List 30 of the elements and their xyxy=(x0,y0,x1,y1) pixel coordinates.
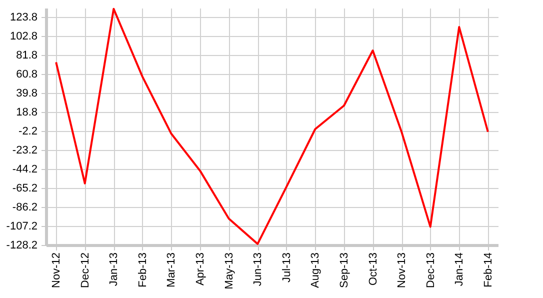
x-tick-label: Oct-13 xyxy=(367,252,380,286)
y-tick-label: 18.8 xyxy=(16,106,38,119)
y-tick-label: 39.8 xyxy=(16,88,38,100)
x-tick-label: Apr-13 xyxy=(194,252,207,286)
y-tick-label: -128.2 xyxy=(6,240,38,252)
x-tick-label: Feb-14 xyxy=(482,252,494,288)
x-tick-label: Jan-13 xyxy=(108,252,120,286)
y-tick-label: -44.2 xyxy=(12,164,38,176)
y-tick-label: -86.2 xyxy=(12,202,38,214)
y-tick-label: -65.2 xyxy=(12,182,38,195)
y-tick-label: -107.2 xyxy=(6,220,38,233)
y-tick-label: 60.8 xyxy=(16,68,38,81)
x-tick-label: Nov-12 xyxy=(50,252,63,288)
x-tick-label: Jan-14 xyxy=(454,252,466,286)
line-series xyxy=(55,8,489,245)
x-tick-label: Feb-13 xyxy=(136,252,149,288)
y-tick-label: -23.2 xyxy=(12,144,38,157)
y-tick-label: 102.8 xyxy=(10,30,38,43)
x-tick-label: Dec-13 xyxy=(424,252,437,288)
x-tick-label: Mar-13 xyxy=(166,252,178,288)
x-tick-label: Nov-13 xyxy=(396,252,408,288)
y-tick-label: 123.8 xyxy=(10,12,38,24)
y-tick-label: 81.8 xyxy=(16,50,38,62)
x-tick-label: May-13 xyxy=(223,252,236,290)
x-tick-label: Jul-13 xyxy=(280,252,293,282)
x-tick-label: Aug-13 xyxy=(310,252,322,288)
x-tick-label: Jun-13 xyxy=(252,252,264,286)
y-tick-label: -2.2 xyxy=(18,126,38,138)
x-tick-label: Dec-12 xyxy=(79,252,92,288)
x-tick-label: Sep-13 xyxy=(338,252,350,288)
